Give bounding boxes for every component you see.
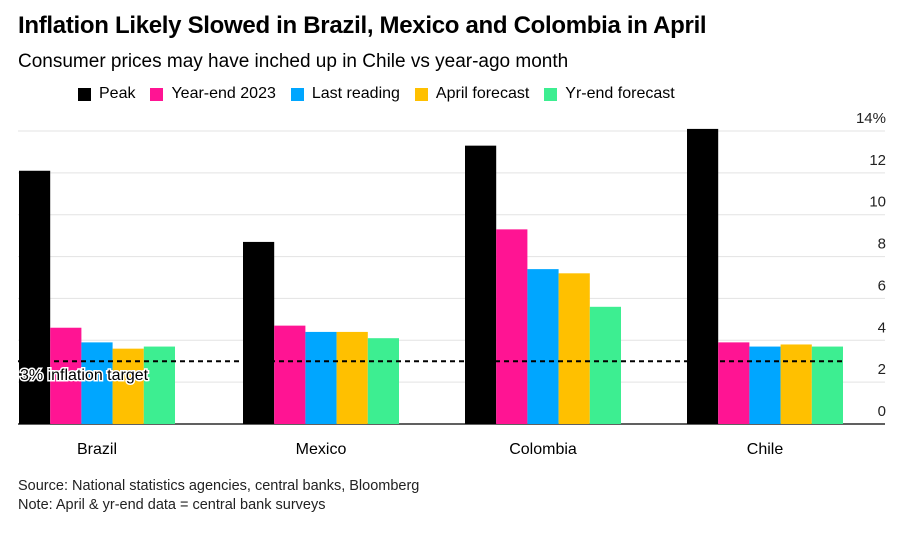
bar: [305, 331, 337, 424]
bar: [112, 348, 144, 424]
bar: [465, 145, 497, 424]
y-tick-label: 4: [878, 319, 886, 336]
legend-swatch: [78, 87, 91, 101]
legend-swatch: [150, 87, 164, 101]
legend-label: April forecast: [435, 85, 530, 102]
bar: [780, 344, 812, 424]
bar: [81, 342, 113, 424]
bar: [50, 327, 82, 424]
chart-legend: Peak Year-end 2023 Last reading April forec…: [78, 85, 690, 103]
x-tick-label: Chile: [747, 441, 784, 458]
x-tick-label: Colombia: [509, 441, 577, 458]
legend-item: Yr-end forecast: [544, 85, 675, 103]
legend-swatch: [290, 87, 304, 101]
legend-item: Year-end 2023: [150, 85, 276, 103]
chart-title: Inflation Likely Slowed in Brazil, Mexic…: [18, 12, 707, 39]
legend-item: Peak: [78, 85, 135, 103]
legend-item: Last reading: [290, 85, 400, 103]
legend-swatch: [544, 87, 558, 101]
bar: [367, 338, 399, 424]
y-tick-label: 10: [869, 194, 886, 211]
legend-label: Peak: [99, 85, 136, 102]
target-line-label: 3% inflation target: [20, 367, 149, 384]
footnote: Note: April & yr-end data = central bank…: [18, 497, 326, 513]
bar: [718, 342, 750, 424]
bar: [811, 346, 843, 424]
source-note: Source: National statistics agencies, ce…: [18, 478, 420, 494]
y-tick-label: 0: [878, 403, 886, 420]
bar: [274, 325, 306, 424]
y-tick-label: 6: [878, 277, 886, 294]
bar: [19, 170, 51, 424]
x-tick-label: Mexico: [296, 441, 347, 458]
bar: [687, 128, 719, 424]
bar: [589, 306, 621, 424]
y-tick-label: 8: [878, 236, 886, 253]
bar: [143, 346, 175, 424]
bar: [749, 346, 781, 424]
legend-label: Yr-end forecast: [565, 85, 675, 102]
x-tick-label: Brazil: [77, 441, 117, 458]
bar: [243, 241, 275, 424]
bar: [496, 229, 528, 424]
bar: [558, 273, 590, 424]
chart-subtitle: Consumer prices may have inched up in Ch…: [18, 51, 569, 72]
bar: [527, 269, 559, 424]
legend-label: Last reading: [311, 85, 400, 102]
legend-swatch: [414, 87, 428, 101]
y-tick-label: 14%: [856, 110, 886, 127]
legend-item: April forecast: [414, 85, 530, 103]
y-tick-label: 2: [878, 361, 886, 378]
y-tick-label: 12: [869, 152, 886, 169]
legend-label: Year-end 2023: [171, 85, 276, 102]
bar: [336, 331, 368, 424]
